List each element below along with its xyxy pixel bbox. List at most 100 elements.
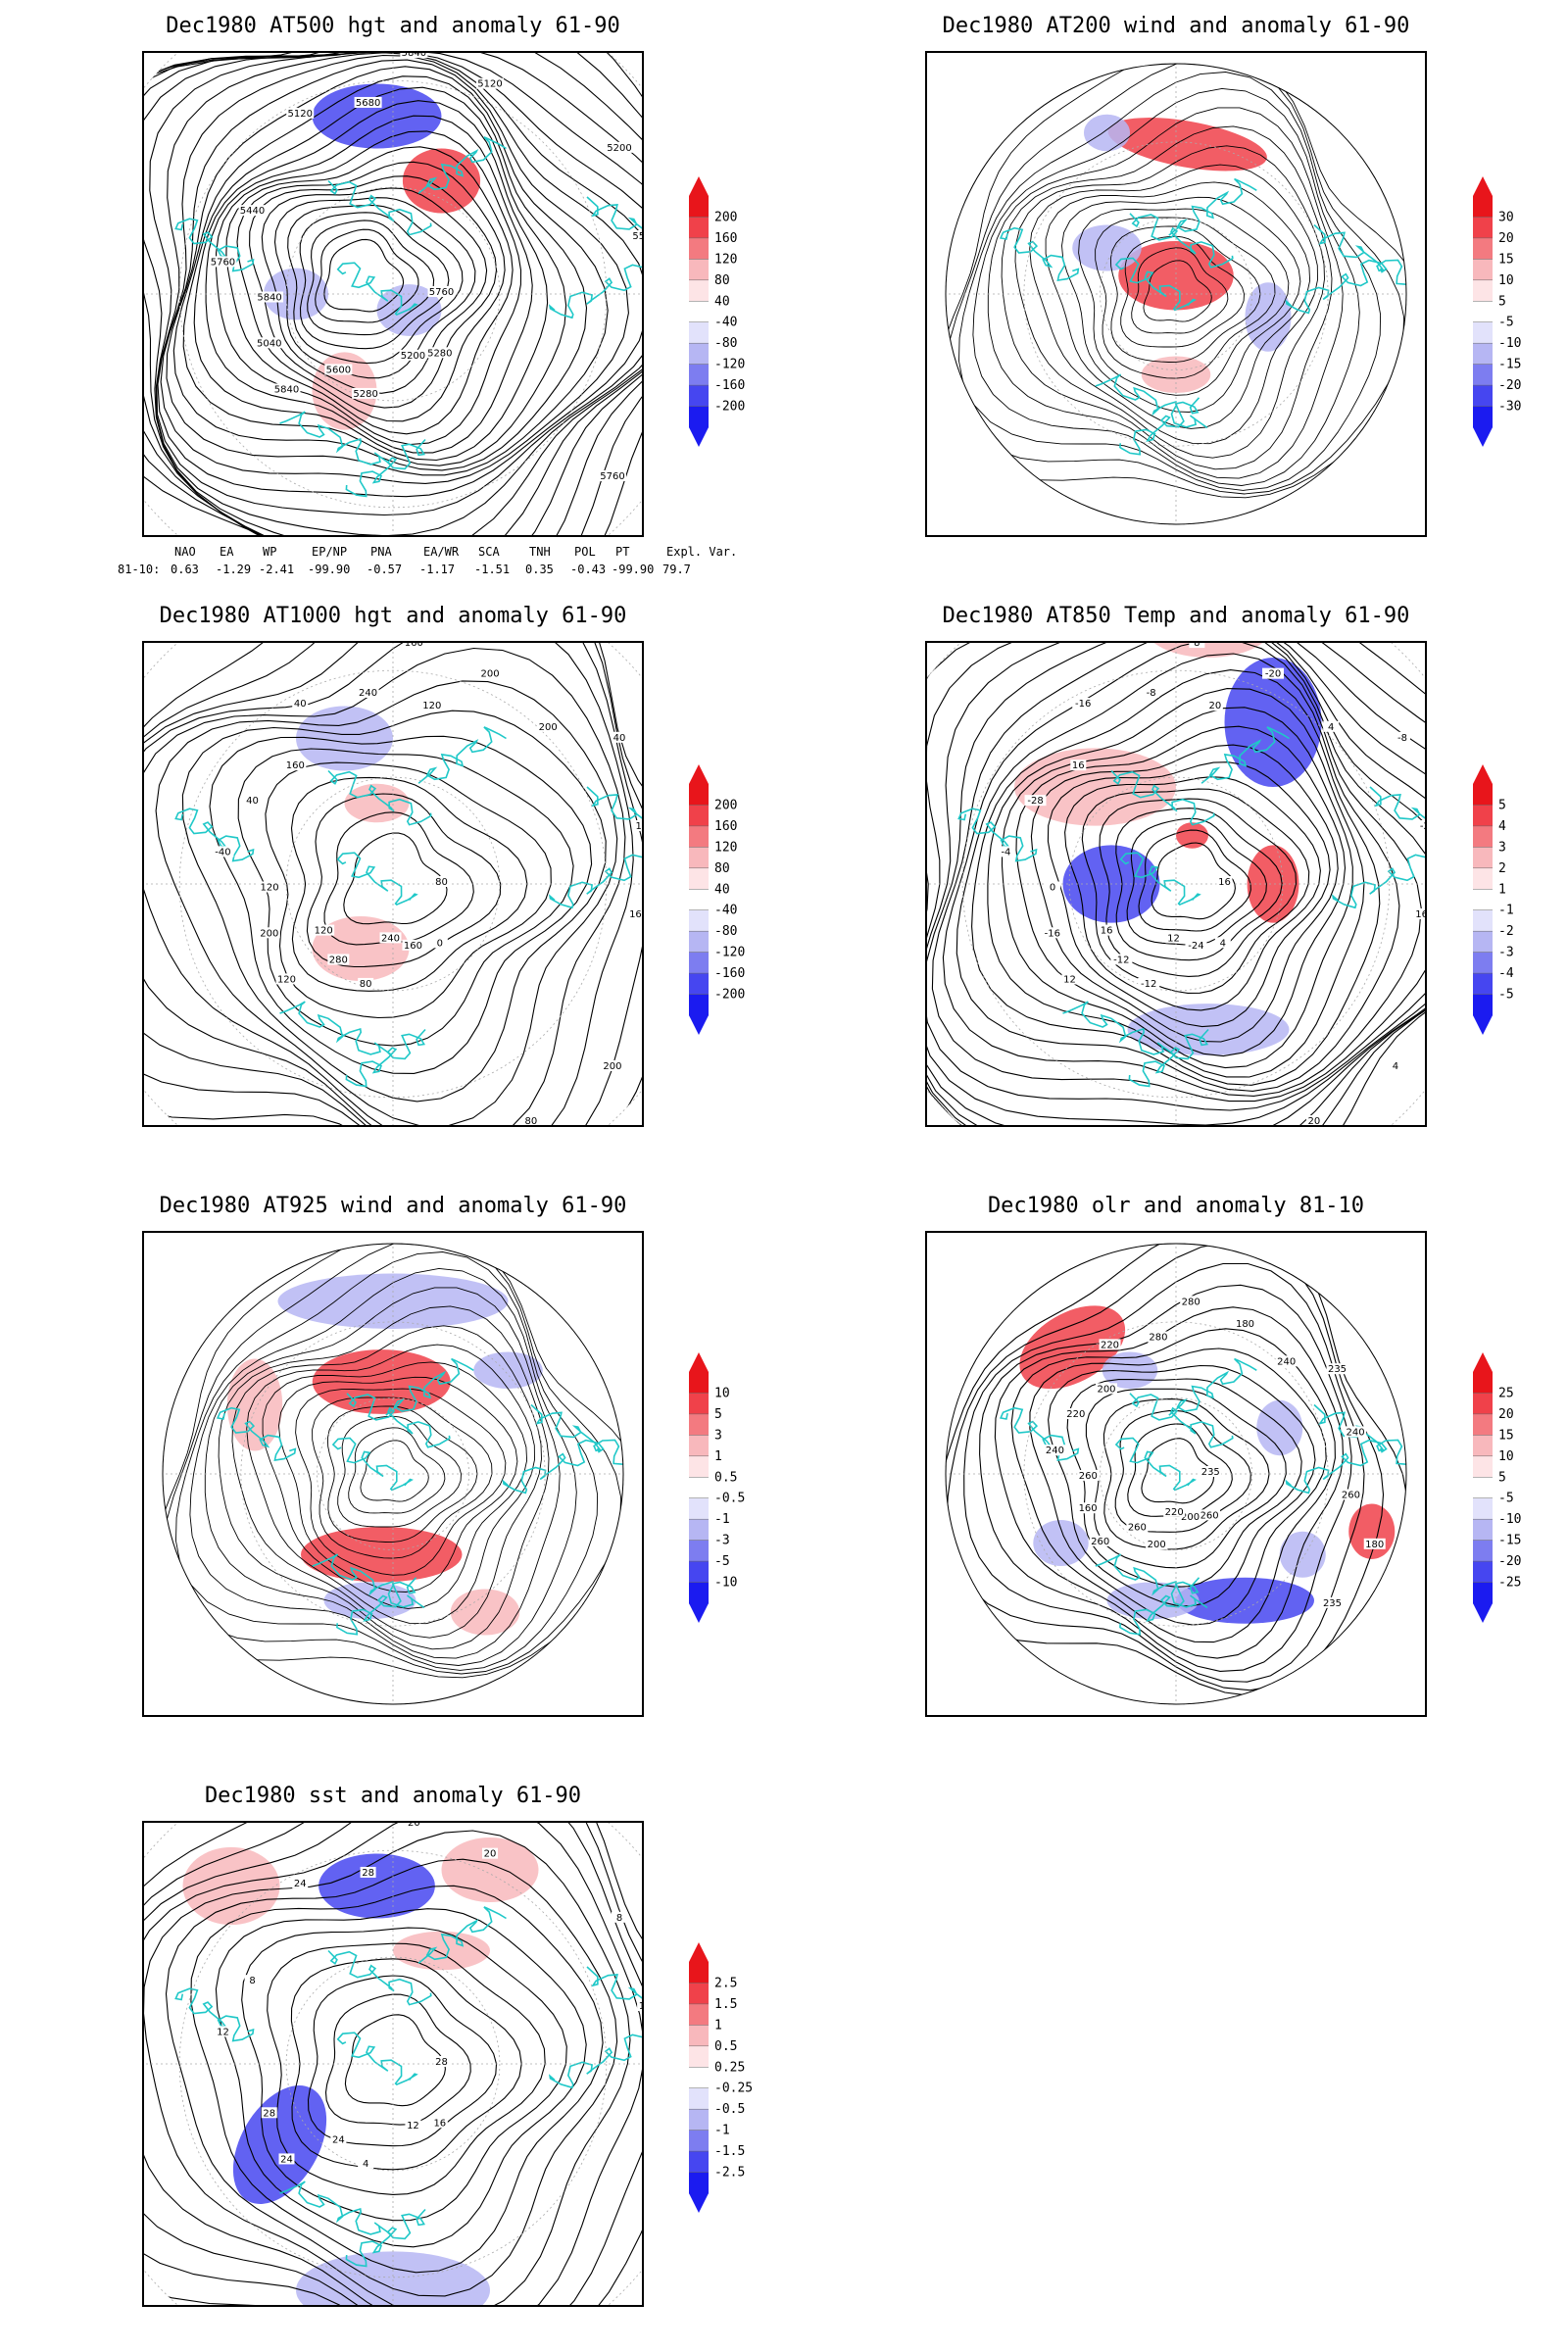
contour-label: 20 [484, 1849, 497, 1860]
contour-line [144, 53, 642, 535]
colorbar-tick-label: 1 [714, 1449, 722, 1464]
coastline [312, 1553, 425, 1609]
map-frame: 5760584058405280576052005280512050405040… [142, 51, 644, 537]
contour-label: 0 [1050, 882, 1055, 893]
coastline [417, 136, 507, 194]
contour-label: 16 [433, 2118, 446, 2129]
colorbar-segment [689, 825, 709, 848]
contour-label: 0 [437, 938, 443, 949]
coastline [1200, 726, 1290, 784]
contour-line [216, 130, 522, 446]
latitude-circle [1100, 1397, 1252, 1550]
colorbar-tick-label: -1 [714, 1512, 730, 1527]
colorbar-tick-label: 2 [1498, 861, 1506, 876]
colorbar-tick-label: 5 [714, 1407, 722, 1422]
colorbar: 10 5 3 1 0.5 -0.5 -1 -3 -5 -10 [686, 1350, 774, 1625]
contour-label: 120 [261, 882, 279, 893]
tele-value: 0.63 [171, 563, 199, 576]
colorbar: 25 20 15 10 5 -5 -10 -15 -20 -25 [1470, 1350, 1558, 1625]
coastline [1285, 259, 1388, 315]
contour-label: 240 [359, 688, 377, 699]
colorbar-tick-label: 4 [1498, 819, 1506, 834]
contour-label-bg [215, 2026, 231, 2037]
contour-line [1085, 1388, 1287, 1569]
contour-label-bg [1179, 1511, 1201, 1523]
colorbar-tick-label: 80 [714, 273, 730, 288]
contour-label-bg [400, 53, 428, 59]
colorbar-tick-label: 5 [1498, 1470, 1506, 1485]
colorbar-arrow-bottom [689, 1015, 709, 1035]
colorbar-tick-label: -0.25 [714, 2082, 753, 2096]
coastline [1062, 1001, 1176, 1056]
contour-line [156, 53, 642, 516]
contour-label-bg [259, 881, 281, 893]
colorbar-tick-label: -200 [714, 400, 745, 415]
coastline [1095, 373, 1208, 429]
panel-title: Dec1980 AT850 Temp and anomaly 61-90 [942, 604, 1410, 628]
contour-label: 16 [639, 2001, 642, 2012]
colorbar-segment [689, 1455, 709, 1478]
contour-label: 200 [603, 1061, 621, 1072]
colorbar-segment [1473, 1477, 1493, 1499]
contour-label: 40 [246, 796, 259, 807]
contour-label-bg [360, 1866, 376, 1878]
colorbar-tick-label: -1 [1498, 904, 1514, 918]
colorbar: 200 160 120 80 40 -40 -80 -120 -160 -200 [686, 762, 774, 1037]
polar-map: 5760584058405280576052005280512050405040… [144, 53, 642, 535]
contour-label-bg [431, 937, 448, 949]
anomaly-region [1014, 748, 1176, 826]
contour-label: 8 [249, 1976, 255, 1986]
colorbar-tick-label: -120 [714, 358, 745, 372]
anomaly-region [1245, 282, 1292, 352]
colorbar-svg: 30 20 15 10 5 -5 -10 -15 -20 -30 [1473, 176, 1521, 447]
contour-label-bg [1305, 1115, 1322, 1125]
tele-header: POL [574, 545, 596, 559]
contour-label: 235 [1328, 1364, 1347, 1375]
colorbar-tick-label: 20 [1498, 1407, 1514, 1422]
contour-label-bg [1345, 1426, 1367, 1438]
contour-label: 200 [1181, 1512, 1200, 1523]
contour-line [946, 1244, 1406, 1697]
contour-line [1126, 817, 1267, 946]
contour-label-bg [427, 286, 456, 297]
contour-line [157, 54, 642, 498]
contour-label: 80 [435, 877, 448, 888]
colorbar-segment [689, 1962, 709, 1984]
contour-label: 200 [1097, 1384, 1115, 1395]
contour-label: -4 [1001, 847, 1010, 858]
colorbar-tick-label: 3 [1498, 840, 1506, 855]
colorbar-segment [689, 2172, 709, 2194]
polar-map [945, 63, 1407, 525]
contour-label: 200 [480, 669, 499, 680]
contour-label: 160 [404, 941, 422, 952]
colorbar-segment [1473, 1497, 1493, 1520]
contour-label-bg [209, 256, 237, 268]
contour-label-bg [998, 846, 1014, 858]
contour-label-bg [1126, 1521, 1149, 1533]
colorbar-segment [689, 973, 709, 996]
contour-line [149, 53, 642, 535]
latitude-circle [961, 669, 1391, 1099]
contour-line [1114, 1409, 1251, 1533]
streamline [189, 1267, 577, 1666]
colorbar-tick-label: 40 [714, 882, 730, 897]
colorbar-tick-label: -2 [1498, 924, 1514, 939]
contour-label: 24 [294, 1879, 307, 1889]
coastline [1369, 786, 1425, 848]
contour-label: 160 [629, 909, 642, 920]
panel-title: Dec1980 sst and anomaly 61-90 [204, 1784, 582, 1808]
anomaly-region [473, 1351, 543, 1390]
tele-row-label: 81-10: [118, 563, 161, 576]
contour-label-bg [425, 347, 454, 359]
contour-label: 8 [616, 1913, 622, 1924]
contour-label: 5200 [401, 351, 425, 362]
colorbar-segment [689, 406, 709, 428]
contour-line [144, 53, 642, 535]
contour-label: -12 [1113, 955, 1129, 965]
map-frame: 28242016128424282820128162428 [142, 1821, 644, 2307]
contour-label-bg [358, 2157, 374, 2169]
coastline [417, 726, 507, 784]
latitude-circle [285, 186, 501, 402]
contour-label-bg [612, 731, 628, 743]
colorbar-tick-label: 160 [714, 819, 737, 834]
